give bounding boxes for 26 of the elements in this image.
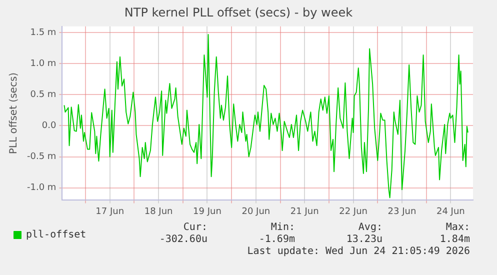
y-axis-title: PLL offset (secs) bbox=[8, 72, 20, 154]
text: Cur: bbox=[182, 222, 208, 233]
legend-label: pll-offset bbox=[26, 230, 86, 241]
x-tick-label: 22 Jun bbox=[339, 206, 368, 217]
x-tick-label: 20 Jun bbox=[242, 206, 270, 217]
text: Last update: Wed Jun 24 21:05:49 2026 bbox=[246, 246, 470, 257]
y-tick-label: 0.0 bbox=[42, 121, 56, 132]
y-tick-label: 1.0 m bbox=[30, 58, 56, 69]
text: 1.84m bbox=[438, 234, 470, 245]
text: 13.23u bbox=[345, 234, 382, 245]
x-tick-label: 17 Jun bbox=[96, 206, 124, 217]
text: Max: bbox=[444, 222, 470, 233]
text: -302.60u bbox=[158, 234, 208, 245]
y-tick-label: -0.5 m bbox=[26, 152, 56, 162]
y-tick-label: -1.0 m bbox=[26, 183, 56, 194]
text: Min: bbox=[270, 222, 295, 233]
chart-title: NTP kernel PLL offset (secs) - by week bbox=[124, 5, 353, 20]
text: Avg: bbox=[357, 222, 382, 233]
x-tick-label: 21 Jun bbox=[290, 206, 319, 217]
y-tick-label: 1.5 m bbox=[30, 28, 56, 38]
x-tick-label: 18 Jun bbox=[144, 206, 173, 217]
x-tick-label: 23 Jun bbox=[388, 206, 416, 217]
text: -1.69m bbox=[258, 234, 295, 245]
x-tick-label: 19 Jun bbox=[193, 206, 222, 217]
y-tick-label: 0.5 m bbox=[30, 90, 56, 100]
x-tick-label: 24 Jun bbox=[436, 206, 465, 217]
